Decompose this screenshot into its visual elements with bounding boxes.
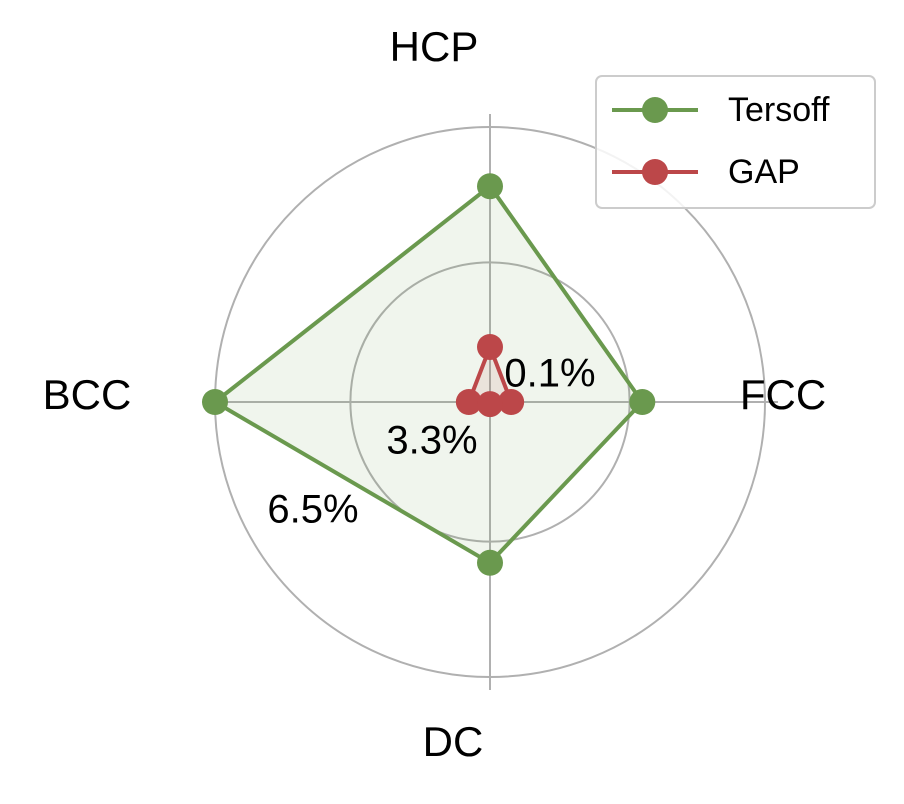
series-point xyxy=(477,549,503,576)
series-point xyxy=(498,389,525,415)
series-point xyxy=(202,389,228,415)
series-area xyxy=(468,347,512,405)
r-tick-label: 0.1% xyxy=(504,352,595,396)
series-area xyxy=(215,186,643,563)
series-point xyxy=(455,389,482,415)
legend: Tersoff GAP xyxy=(595,75,876,209)
series-point xyxy=(477,173,503,200)
r-tick-label: 6.5% xyxy=(267,488,358,532)
category-label: FCC xyxy=(740,371,826,418)
series-point xyxy=(629,389,656,415)
legend-label: GAP xyxy=(728,153,800,191)
series-point xyxy=(477,391,503,418)
legend-marker xyxy=(642,97,668,123)
series-point xyxy=(477,334,503,360)
r-tick-label: 3.3% xyxy=(386,419,477,463)
legend-label: Tersoff xyxy=(728,91,830,129)
category-label: DC xyxy=(423,718,484,765)
category-label: HCP xyxy=(390,23,479,70)
legend-marker xyxy=(642,159,668,185)
category-label: BCC xyxy=(43,371,132,418)
